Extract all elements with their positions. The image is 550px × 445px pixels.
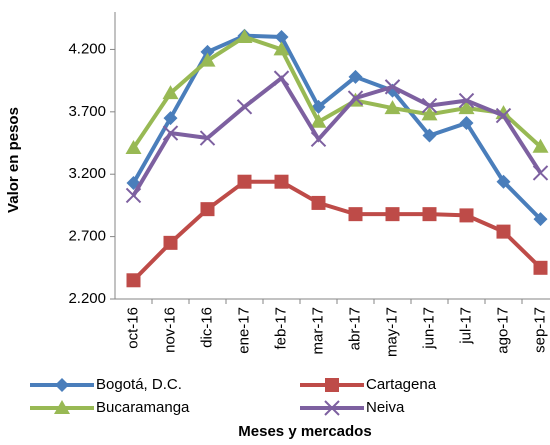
x-tick-label: ago-17 <box>494 307 511 354</box>
x-tick-label: ene-17 <box>235 307 252 354</box>
data-point <box>458 92 475 109</box>
y-tick-label: 2.200 <box>68 290 106 307</box>
data-point <box>348 69 363 84</box>
series-line <box>131 33 542 221</box>
data-point <box>459 116 474 131</box>
data-point <box>125 140 142 155</box>
y-axis-label: Valor en pesos <box>5 107 22 213</box>
legend-marker <box>54 400 70 414</box>
data-point <box>533 260 548 275</box>
data-point <box>533 212 548 227</box>
data-point <box>532 165 549 181</box>
data-point <box>310 131 327 147</box>
x-tick-label: jul-17 <box>457 307 474 345</box>
x-tick-label: oct-16 <box>124 307 141 349</box>
legend-label: Neiva <box>366 399 405 416</box>
data-point <box>347 90 364 106</box>
data-point <box>199 52 216 67</box>
data-point <box>421 106 438 121</box>
data-point <box>422 207 437 222</box>
data-point <box>236 28 253 43</box>
x-tick-label: dic-16 <box>198 307 215 348</box>
x-tick-label: mar-17 <box>309 307 326 355</box>
x-axis-label: Meses y mercados <box>238 423 371 440</box>
data-point <box>348 207 363 222</box>
legend-marker <box>55 378 69 392</box>
data-point <box>274 174 289 189</box>
data-point <box>311 195 326 210</box>
x-tick-label: sep-17 <box>531 307 548 353</box>
data-point <box>163 235 178 250</box>
data-point <box>200 44 215 59</box>
data-point <box>422 128 437 143</box>
x-tick-label: jun-17 <box>420 307 437 350</box>
x-tick-label: abr-17 <box>346 307 363 350</box>
data-point <box>125 187 142 204</box>
y-tick-label: 2.700 <box>68 228 106 245</box>
legend-label: Bogotá, D.C. <box>96 376 182 393</box>
data-point <box>496 174 511 189</box>
data-point <box>459 208 474 223</box>
legend-label: Cartagena <box>366 376 437 393</box>
data-point <box>310 113 327 128</box>
legend-label: Bucaramanga <box>96 399 190 416</box>
data-point <box>163 111 178 126</box>
data-point <box>126 273 141 288</box>
data-point <box>496 224 511 239</box>
data-point <box>199 130 216 146</box>
data-point <box>421 97 438 114</box>
data-point <box>495 107 512 124</box>
data-point <box>274 29 289 44</box>
data-point <box>162 85 179 100</box>
data-point <box>458 100 475 115</box>
x-tick-label: feb-17 <box>272 307 289 350</box>
legend-marker <box>324 400 340 416</box>
legend-marker <box>325 378 339 392</box>
data-point <box>162 125 179 141</box>
y-tick-label: 4.200 <box>68 40 106 57</box>
data-point <box>273 70 290 86</box>
x-tick-label: may-17 <box>383 307 400 357</box>
data-point <box>532 138 549 153</box>
data-point <box>384 79 401 95</box>
y-tick-label: 3.700 <box>68 103 106 120</box>
data-point <box>273 41 290 56</box>
series-line <box>132 179 542 282</box>
data-point <box>237 174 252 189</box>
data-point <box>200 202 215 217</box>
y-tick-label: 3.200 <box>68 165 106 182</box>
data-point <box>385 207 400 222</box>
series-line <box>131 75 543 197</box>
x-tick-label: nov-16 <box>161 307 178 353</box>
data-point <box>311 99 326 114</box>
data-point <box>384 100 401 115</box>
data-point <box>236 99 253 115</box>
